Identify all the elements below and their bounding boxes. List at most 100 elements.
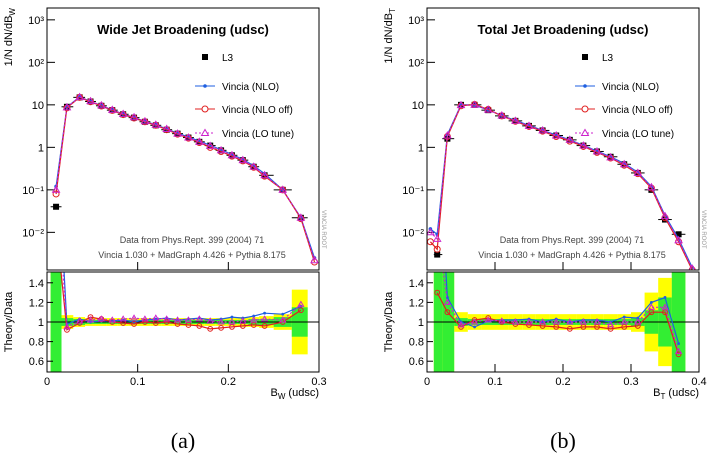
data-point — [142, 319, 148, 325]
data-point — [239, 323, 246, 329]
plot-area — [427, 100, 696, 270]
watermark: VINCIA ROOT — [320, 210, 326, 249]
series-line — [63, 272, 302, 325]
data-point — [62, 102, 72, 111]
x-tick-label: 0.4 — [691, 376, 706, 388]
y-tick-label: 1.4 — [409, 278, 424, 290]
data-point — [688, 266, 696, 270]
data-point — [457, 321, 465, 328]
plot-frame — [47, 8, 319, 270]
y-tick-label: 1.2 — [409, 297, 424, 309]
x-tick-label: 0.1 — [130, 376, 145, 388]
plot-border — [426, 7, 700, 271]
data-point — [648, 309, 655, 316]
data-point — [621, 324, 628, 330]
y-tick-label: 0.6 — [409, 356, 424, 368]
data-point — [470, 100, 479, 108]
data-point — [260, 170, 269, 179]
data-point — [633, 168, 643, 176]
data-point — [297, 307, 304, 314]
panel: 10⁻² 10⁻¹ 1 10 10² 10³ 0.6 0.8 1 1.2 1.4 0 0.1 0.2 0.3… — [383, 7, 707, 453]
y-tick-label: 1 — [418, 317, 424, 329]
data-point — [296, 213, 306, 221]
data-point — [173, 129, 182, 137]
series-line — [60, 272, 302, 331]
data-point — [606, 321, 615, 328]
data-point — [427, 227, 435, 236]
data-point — [129, 112, 139, 121]
legend-item: Vincia (NLO off) — [575, 105, 673, 116]
ratio-border — [46, 271, 320, 373]
y-tick-label: 10³ — [28, 15, 44, 27]
data-point — [278, 185, 288, 193]
y-tick-label: 1.4 — [29, 278, 44, 290]
data-point — [592, 146, 602, 155]
y-tick-label: 0.8 — [29, 337, 44, 349]
data-point — [660, 211, 670, 220]
data-point — [688, 264, 696, 270]
y-tick-label: 1.2 — [29, 297, 44, 309]
data-point — [97, 100, 106, 109]
data-point — [593, 318, 601, 325]
data-point — [619, 159, 629, 168]
chart-title: Total Jet Broadening (udsc) — [478, 22, 649, 37]
data-point — [579, 318, 588, 325]
data-point — [108, 316, 116, 323]
data-point — [297, 300, 305, 307]
legend-label: L3 — [222, 53, 234, 64]
data-point — [195, 315, 203, 322]
x-axis-title: BW (udsc) — [270, 387, 319, 401]
data-point — [184, 316, 193, 323]
plot-border — [46, 7, 320, 271]
annotation: Data from Phys.Rept. 399 (2004) 71 — [120, 235, 265, 245]
data-point — [206, 317, 214, 324]
y-tick-label: 10⁻¹ — [402, 185, 424, 197]
data-point — [196, 323, 203, 329]
data-point — [434, 289, 441, 296]
data-point — [86, 96, 95, 105]
data-point — [141, 315, 149, 322]
data-point — [511, 116, 520, 124]
data-point — [471, 317, 478, 323]
data-point — [566, 318, 574, 325]
data-point — [457, 102, 465, 110]
annotation: Data from Phys.Rept. 399 (2004) 71 — [500, 235, 645, 245]
data-point — [434, 251, 441, 258]
data-point — [580, 324, 587, 330]
series-line — [55, 96, 316, 261]
data-point — [647, 303, 656, 310]
data-point — [473, 325, 477, 329]
data-point — [152, 320, 159, 326]
data-point — [263, 311, 267, 315]
x-tick-label: 0 — [424, 376, 430, 388]
data-point — [443, 298, 452, 305]
y-tick-label: 10 — [412, 100, 424, 112]
legend-label: Vincia (NLO off) — [222, 105, 293, 116]
y-tick-label: 10⁻² — [402, 227, 424, 239]
x-axis-title: BT (udsc) — [653, 387, 699, 401]
data-point — [107, 105, 117, 113]
y-tick-label: 10² — [408, 57, 424, 69]
data-point — [97, 315, 106, 322]
data-point — [260, 315, 269, 322]
data-point — [662, 309, 668, 316]
y-tick-label: 0.6 — [29, 356, 44, 368]
y-tick-label: 10³ — [408, 15, 424, 27]
data-point — [185, 322, 192, 328]
ratio-area — [60, 272, 305, 333]
data-point — [662, 216, 668, 223]
data-point — [606, 152, 615, 161]
data-point — [86, 316, 95, 323]
y-axis-title: 1/N dN/dBW — [3, 8, 17, 67]
data-point — [677, 342, 681, 346]
annotation: Vincia 1.030 + MadGraph 4.426 + Pythia 8… — [98, 250, 285, 260]
annotation: Vincia 1.030 + MadGraph 4.426 + Pythia 8… — [478, 250, 665, 260]
panel: 10⁻² 10⁻¹ 1 10 10² 10³ 0.6 0.8 1 1.2 1.4 0 0.1 0.2 0.3… — [3, 7, 327, 453]
y-tick-label: 1 — [38, 317, 44, 329]
data-point — [674, 347, 683, 354]
data-point — [118, 109, 128, 117]
caption: (a) — [171, 428, 195, 453]
data-point — [281, 312, 285, 316]
caption: (b) — [550, 428, 576, 453]
legend-item: L3 — [582, 53, 614, 64]
